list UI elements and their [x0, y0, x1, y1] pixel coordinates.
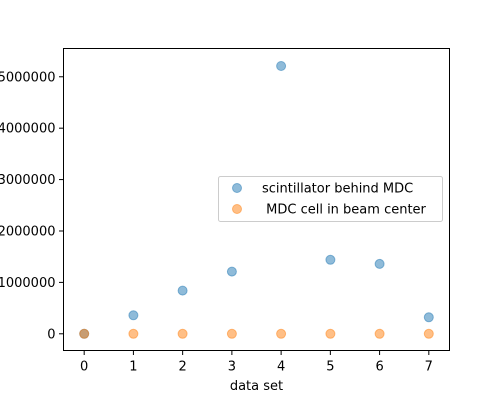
data-point-series1-2: [178, 329, 187, 338]
data-point-series0-2: [178, 286, 187, 295]
x-tick-label: 1: [129, 360, 137, 375]
data-point-series1-5: [326, 329, 335, 338]
data-point-series1-3: [227, 329, 236, 338]
y-tick-label: 4000000: [0, 122, 56, 137]
x-tick-label: 5: [326, 360, 334, 375]
x-tick-label: 2: [179, 360, 187, 375]
data-point-series0-4: [277, 62, 286, 71]
legend: scintillator behind MDC MDC cell in beam…: [219, 177, 443, 222]
data-point-series1-4: [277, 329, 286, 338]
x-axis-label: data set: [230, 379, 283, 394]
data-point-series1-1: [129, 329, 138, 338]
y-tick-label: 3000000: [0, 173, 56, 188]
legend-marker-mdc-cell: [233, 205, 242, 214]
y-tick-label: 5000000: [0, 70, 56, 85]
data-point-series0-6: [375, 259, 384, 268]
x-tick-label: 6: [375, 360, 383, 375]
x-tick-label: 3: [228, 360, 236, 375]
data-point-series1-0: [80, 329, 89, 338]
legend-label-mdc-cell: MDC cell in beam center: [262, 203, 427, 218]
x-tick-label: 7: [425, 360, 433, 375]
data-point-series0-7: [424, 313, 433, 322]
legend-label-scintillator: scintillator behind MDC: [262, 182, 413, 197]
y-tick-label: 1000000: [0, 276, 56, 291]
data-point-series0-3: [227, 267, 236, 276]
y-tick-label: 2000000: [0, 224, 56, 239]
y-tick-label: 0: [47, 327, 55, 342]
legend-marker-scintillator: [233, 184, 242, 193]
data-point-series1-7: [424, 329, 433, 338]
data-point-series0-5: [326, 255, 335, 264]
x-tick-label: 4: [277, 360, 285, 375]
data-point-series0-1: [129, 311, 138, 320]
data-point-series1-6: [375, 329, 384, 338]
x-tick-label: 0: [80, 360, 88, 375]
